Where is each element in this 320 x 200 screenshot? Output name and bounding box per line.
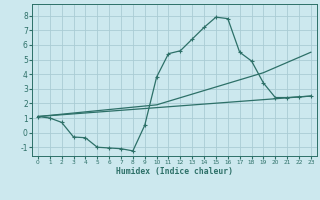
X-axis label: Humidex (Indice chaleur): Humidex (Indice chaleur)	[116, 167, 233, 176]
